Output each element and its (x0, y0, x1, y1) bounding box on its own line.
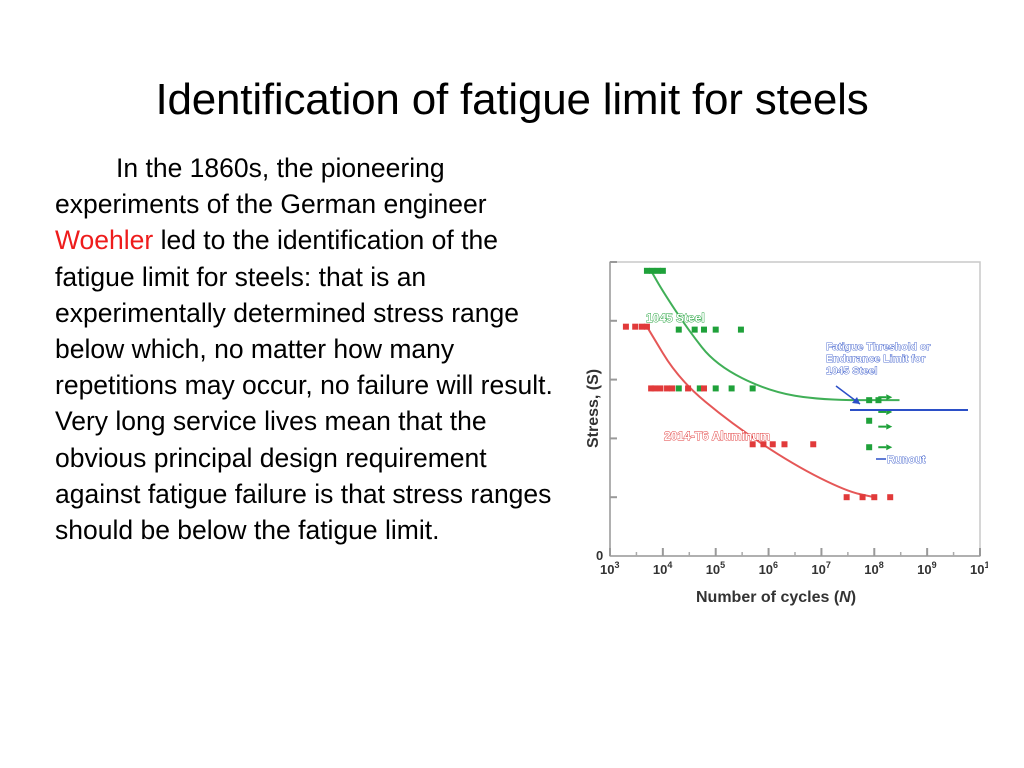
series-label: 2014-T6 Aluminum (664, 429, 770, 443)
data-point (657, 385, 664, 392)
data-point (696, 385, 703, 392)
data-point (712, 385, 719, 392)
series-curve-0 (650, 270, 900, 402)
series-label: 1045 Steel (646, 311, 705, 325)
body-text-before: In the 1860s, the pioneering experiments… (55, 153, 487, 220)
y-origin-label: 0 (596, 548, 603, 563)
data-point (651, 385, 658, 392)
data-point (622, 323, 629, 330)
data-point (643, 267, 650, 274)
data-point (675, 326, 682, 333)
data-point (632, 323, 639, 330)
body-text-after: led to the identification of the fatigue… (55, 225, 553, 546)
data-point (691, 326, 698, 333)
slide-title: Identification of fatigue limit for stee… (155, 75, 869, 124)
data-point (887, 494, 894, 501)
x-tick-label: 104 (653, 560, 672, 577)
x-axis-label: Number of cycles (N) (696, 589, 856, 606)
data-point (859, 494, 866, 501)
runout-arrow-head (886, 444, 893, 451)
data-point (749, 385, 756, 392)
data-point (659, 267, 666, 274)
y-axis-label: Stress, (S) (585, 369, 602, 448)
x-tick-label: 1010 (970, 560, 988, 577)
data-point (866, 444, 873, 451)
threshold-pointer-head (852, 397, 860, 404)
runout-arrow-head (886, 423, 893, 430)
data-point (843, 494, 850, 501)
data-point (760, 441, 767, 448)
data-point (649, 267, 656, 274)
x-tick-label: 109 (917, 560, 936, 577)
runout-arrow-head (886, 394, 893, 401)
data-point (875, 397, 882, 404)
data-point (728, 385, 735, 392)
x-tick-label: 106 (759, 560, 778, 577)
data-point (749, 441, 756, 448)
x-tick-label: 103 (600, 560, 619, 577)
runout-label: Runout (887, 454, 926, 466)
x-tick-label: 108 (864, 560, 883, 577)
data-point (700, 385, 707, 392)
data-point (866, 397, 873, 404)
data-point (810, 441, 817, 448)
data-point (643, 323, 650, 330)
data-point (781, 441, 788, 448)
data-point (685, 385, 692, 392)
data-point (871, 494, 878, 501)
data-point (664, 385, 671, 392)
data-point (700, 326, 707, 333)
data-point (669, 385, 676, 392)
data-point (737, 326, 744, 333)
data-point (712, 326, 719, 333)
x-tick-label: 107 (811, 560, 830, 577)
data-point (654, 267, 661, 274)
data-point (866, 417, 873, 424)
x-tick-label: 105 (706, 560, 725, 577)
data-point (648, 385, 655, 392)
threshold-annotation-line: Endurance Limit for (826, 353, 925, 365)
threshold-annotation-line: 1045 Steel (826, 365, 877, 377)
threshold-annotation-line: Fatigue Threshold or (826, 341, 930, 353)
data-point (675, 385, 682, 392)
data-point (638, 323, 645, 330)
woehler-highlight: Woehler (55, 225, 154, 256)
data-point (769, 441, 776, 448)
body-paragraph: In the 1860s, the pioneering experiments… (55, 150, 560, 548)
